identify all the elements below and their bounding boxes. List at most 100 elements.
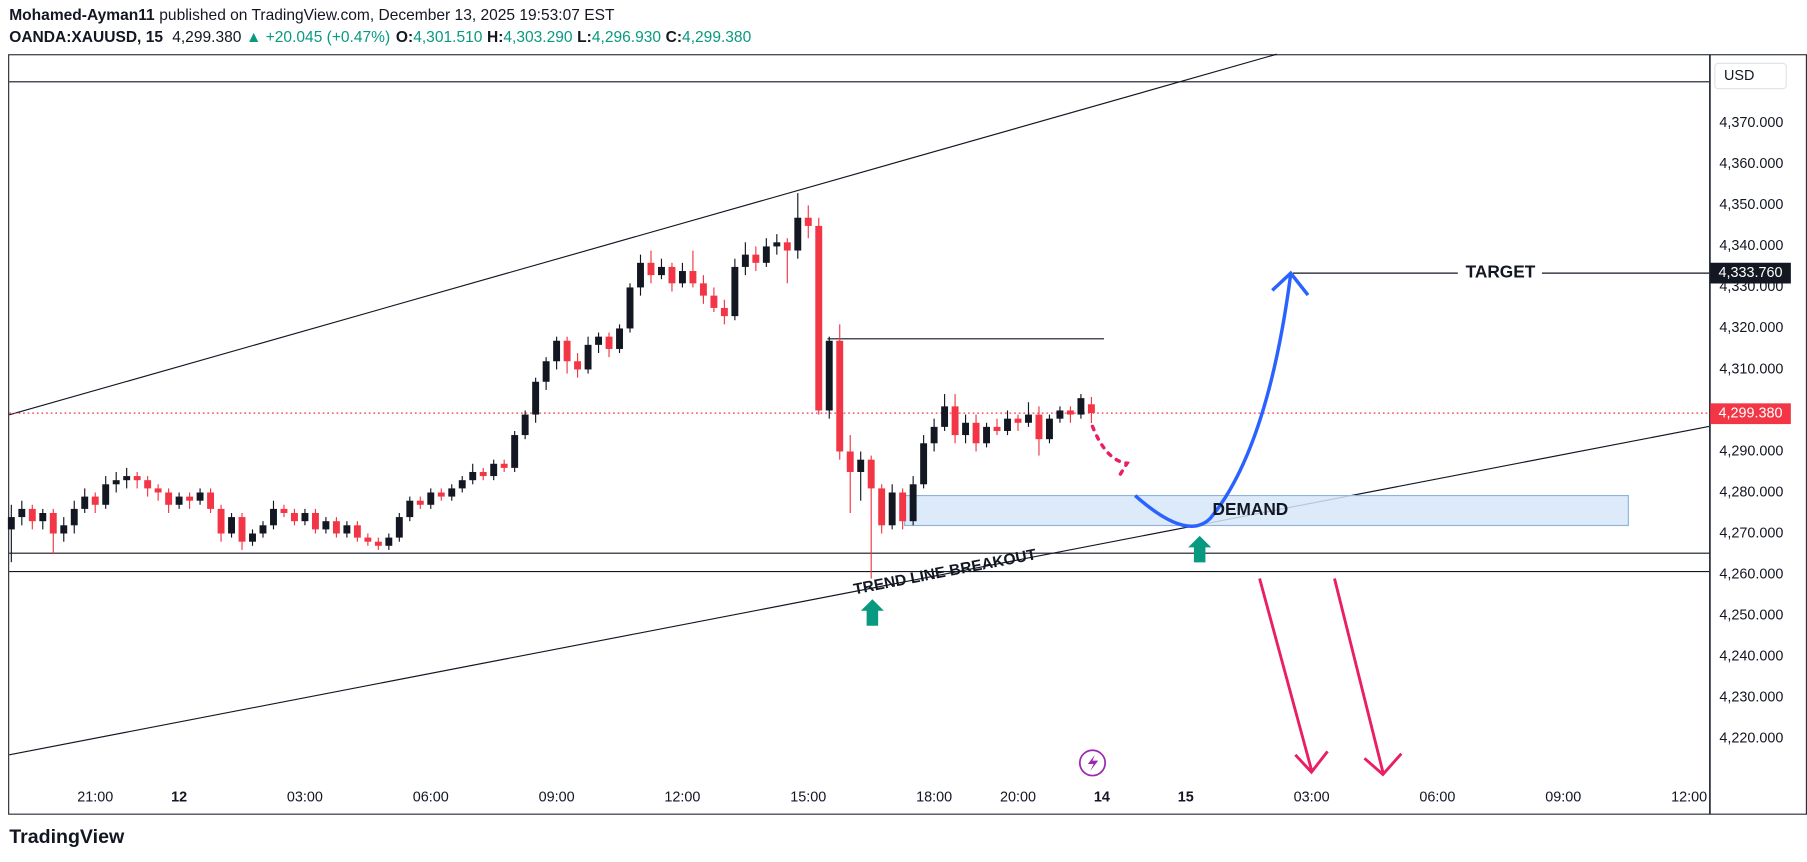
target-text: TARGET [1466, 262, 1536, 282]
y-tick-label: 4,320.000 [1719, 320, 1783, 336]
candle-body [804, 217, 812, 226]
target-price-tag [1710, 262, 1791, 284]
candle-body [395, 517, 403, 538]
candle-body [731, 266, 739, 317]
candle-body [647, 262, 655, 276]
candle-body [846, 451, 854, 472]
candle-body [741, 254, 749, 267]
candle-body [720, 307, 728, 317]
candle-body [553, 340, 561, 362]
y-tick-label: 4,240.000 [1719, 648, 1783, 664]
breakout-text: TREND LINE BREAKOUT [852, 546, 1038, 598]
candle-body [972, 422, 980, 444]
candle-body [217, 508, 225, 534]
x-tick-label: 12:00 [1671, 789, 1707, 805]
candle-body [1087, 404, 1095, 414]
candle-body [563, 340, 571, 362]
candle-body [186, 496, 194, 501]
y-tick-label: 4,350.000 [1719, 197, 1783, 213]
candle-body [595, 336, 603, 345]
candle-body [290, 512, 298, 522]
candle-body [144, 480, 152, 489]
h-value: 4,303.290 [503, 29, 573, 46]
y-tick-label: 4,290.000 [1719, 443, 1783, 459]
projection-arrowhead [1271, 270, 1310, 297]
candle-body [710, 295, 718, 308]
x-tick-label: 15:00 [790, 789, 826, 805]
candle-body [678, 271, 686, 284]
candle-body [1004, 418, 1011, 431]
x-tick-label: 12:00 [664, 789, 700, 805]
candle-body [857, 459, 865, 472]
candle-body [238, 517, 246, 542]
down-arrow [1258, 578, 1329, 775]
last-price: 4,299.380 [1719, 406, 1783, 422]
candle-body [574, 361, 582, 370]
candle-body [332, 521, 340, 534]
currency: USD [1724, 68, 1754, 84]
x-tick-label: 06:00 [1419, 789, 1455, 805]
candle-body [154, 488, 162, 493]
candle-body [7, 517, 15, 530]
x-tick-label: 09:00 [539, 789, 575, 805]
y-tick-label: 4,270.000 [1719, 525, 1783, 541]
candle-body [605, 336, 613, 349]
candle-body [469, 471, 477, 481]
candle-body [175, 496, 183, 505]
last: 4,299.380 [172, 29, 242, 46]
candle-body [983, 426, 990, 444]
candle-body [930, 426, 938, 444]
header-line2: OANDA:XAUUSD, 15 4,299.380 ▲ +20.045 (+0.4… [9, 29, 751, 46]
o-label: O: [396, 29, 413, 46]
candle-body [532, 381, 540, 415]
y-tick-label: 4,360.000 [1719, 156, 1783, 172]
candle-body [249, 533, 256, 542]
y-tick-label: 4,340.000 [1719, 238, 1783, 254]
candle-body [542, 361, 550, 382]
header-line1: Mohamed-Ayman11 published on TradingView.… [9, 7, 615, 24]
candle-body [511, 435, 519, 468]
x-tick-label: 20:00 [1000, 789, 1036, 805]
candle-body [343, 525, 351, 534]
candle-body [364, 537, 372, 542]
change: ▲ +20.045 (+0.47%) [246, 29, 390, 46]
y-tick-label: 4,260.000 [1719, 566, 1783, 582]
candle-body [951, 406, 959, 436]
candle-body [668, 266, 676, 284]
x-tick-label: 14 [1094, 789, 1110, 805]
drawings [9, 53, 1710, 777]
currency-box [1714, 62, 1787, 90]
candle-body [70, 508, 78, 526]
candle-body [18, 508, 26, 518]
y-tick-label: 4,250.000 [1719, 607, 1783, 623]
candle-body [521, 414, 529, 436]
candle-body [385, 537, 393, 546]
candle-body [437, 492, 445, 497]
last-price-tag [1710, 403, 1791, 425]
candle-body [773, 242, 781, 247]
candle-body [658, 266, 665, 276]
y-tick-label: 4,330.000 [1719, 279, 1783, 295]
candle-body [490, 463, 498, 477]
o-value: 4,301.510 [413, 29, 483, 46]
candle-body [941, 406, 949, 427]
demand-text: DEMAND [1212, 499, 1288, 519]
y-tick-label: 4,310.000 [1719, 361, 1783, 377]
candle-body [458, 480, 466, 489]
candle-body [584, 344, 592, 370]
candle-body [909, 484, 917, 522]
projection-curve [1133, 274, 1293, 528]
candle-body [867, 459, 875, 489]
candle-body [962, 422, 970, 436]
candle-body [689, 271, 697, 284]
event-icon[interactable] [1078, 749, 1107, 777]
candle-body [353, 525, 361, 538]
event-icon-bolt [1087, 754, 1099, 771]
candle-body [259, 525, 267, 534]
candle-body [626, 287, 634, 329]
x-tick-label: 03:00 [1294, 789, 1330, 805]
candle-body [416, 500, 424, 505]
dotted-path [1090, 424, 1130, 480]
candle-body [1045, 418, 1053, 440]
